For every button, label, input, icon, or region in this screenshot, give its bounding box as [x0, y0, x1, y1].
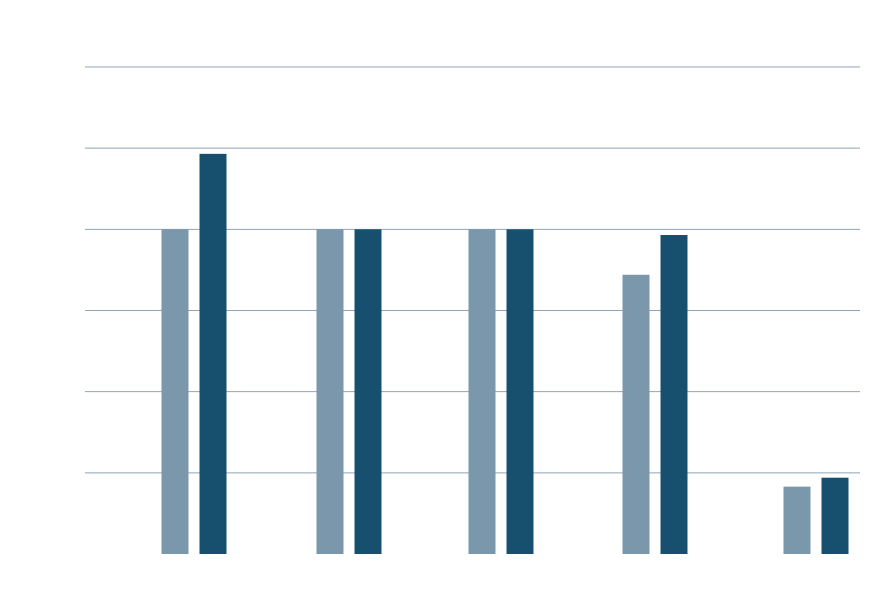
bar-series-1-group-3: [468, 229, 496, 555]
bar-series-2-group-5: [821, 477, 849, 554]
bar-series-2-group-2: [354, 229, 382, 555]
bar-series-1-group-2: [316, 229, 344, 555]
bar-series-2-group-3: [506, 229, 534, 555]
bar-series-1-group-4: [622, 274, 650, 554]
bar-series-2-group-1: [199, 153, 227, 554]
bar-series-2-group-4: [660, 235, 688, 554]
bar-series-1-group-5: [783, 486, 811, 554]
bar-series-1-group-1: [161, 229, 189, 555]
bars: [161, 153, 849, 555]
